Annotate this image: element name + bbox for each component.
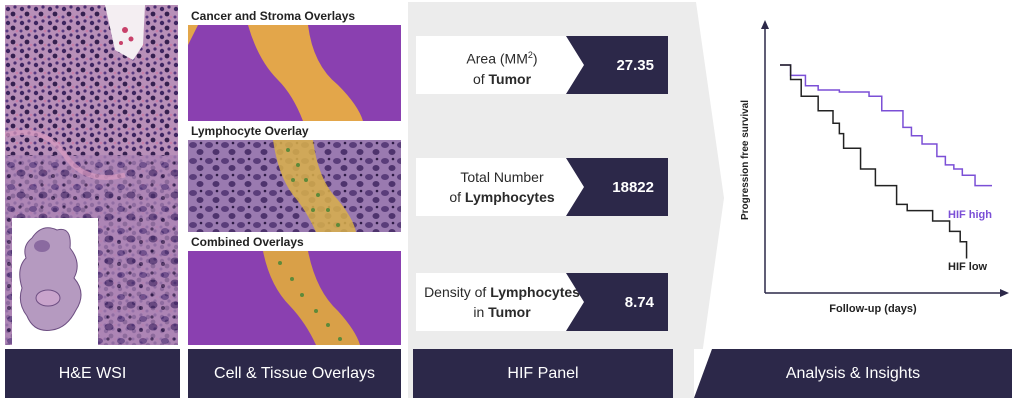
metric-area-label: Area (MM2) of Tumor bbox=[416, 36, 588, 94]
overlay-label-lymphocyte: Lymphocyte Overlay bbox=[191, 124, 309, 138]
x-axis-arrow bbox=[1000, 289, 1009, 297]
series-hif-high-label: HIF high bbox=[948, 209, 992, 221]
lymphocyte-graphic bbox=[188, 140, 401, 232]
overlay-tile-combined bbox=[188, 251, 401, 345]
overlay-tile-lymphocyte bbox=[188, 140, 401, 232]
combined-graphic bbox=[188, 251, 401, 345]
metric-density-label: Density of Lymphocytes in Tumor bbox=[416, 273, 588, 331]
metric-lymphocytes-label: Total Number of Lymphocytes bbox=[416, 158, 588, 216]
stage-label-hif-text: HIF Panel bbox=[507, 364, 579, 382]
y-axis-label: Progression free survival bbox=[740, 100, 751, 220]
overlay-tile-cancer-stroma bbox=[188, 25, 401, 121]
series-hif-high-line bbox=[780, 64, 992, 187]
stage-label-wsi-text: H&E WSI bbox=[58, 364, 127, 382]
series-hif-low-line bbox=[780, 64, 968, 259]
stage-label-overlays-text: Cell & Tissue Overlays bbox=[214, 364, 375, 382]
stage-label-overlays: Cell & Tissue Overlays bbox=[188, 349, 401, 398]
analysis-notch bbox=[694, 349, 712, 398]
metric-density-line2: in Tumor bbox=[473, 304, 531, 320]
y-axis-arrow bbox=[761, 20, 769, 29]
metric-density-line1: Density of Lymphocytes bbox=[424, 284, 580, 300]
overlay-label-combined: Combined Overlays bbox=[191, 235, 304, 249]
survival-chart: Progression free survival Follow-up (day… bbox=[740, 20, 1009, 315]
stage-label-hif: HIF Panel bbox=[413, 349, 673, 398]
metric-area-line1: Area (MM2) bbox=[466, 50, 538, 67]
metric-area-line2: of Tumor bbox=[472, 70, 532, 87]
metric-lymphocytes-line1: Total Number bbox=[460, 169, 544, 185]
hif-arrow-shape bbox=[690, 2, 724, 398]
x-axis-label: Follow-up (days) bbox=[829, 303, 917, 315]
stage-label-wsi: H&E WSI bbox=[5, 349, 180, 398]
wsi-thumbnail bbox=[12, 218, 98, 345]
overlay-label-cancer-stroma: Cancer and Stroma Overlays bbox=[191, 9, 356, 23]
wsi-thumbnail-graphic bbox=[19, 227, 82, 331]
series-hif-low-label: HIF low bbox=[948, 261, 988, 273]
metric-lymphocytes-line2: of Lymphocytes bbox=[449, 189, 555, 205]
stage-label-analysis-text: Analysis & Insights bbox=[785, 364, 921, 382]
stage-label-analysis: Analysis & Insights bbox=[694, 349, 1012, 398]
cancer-stroma-graphic bbox=[188, 25, 401, 121]
